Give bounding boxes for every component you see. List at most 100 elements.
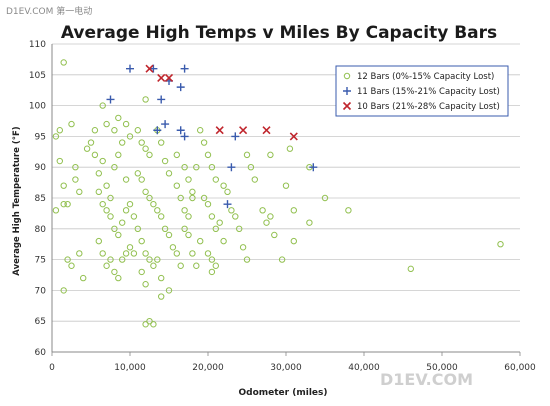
data-marks [52,59,504,328]
x-tick-label: 10,000 [114,363,146,373]
x-tick-label: 30,000 [270,363,302,373]
point-12-bars [150,262,157,269]
legend-marker [343,87,351,95]
point-12-bars [306,219,313,226]
point-12-bars [119,256,126,263]
point-12-bars [142,96,149,103]
point-12-bars [103,262,110,269]
point-12-bars [200,139,208,146]
point-12-bars [107,256,114,263]
point-12-bars [138,237,145,245]
point-12-bars [161,225,169,233]
axes [51,44,521,356]
point-12-bars [146,194,153,202]
point-12-bars [64,200,71,208]
point-12-bars [185,231,192,239]
point-12-bars [247,164,255,171]
point-12-bars [95,170,103,177]
point-12-bars [107,194,114,202]
point-12-bars [52,133,60,140]
point-12-bars [115,114,122,122]
point-12-bars [158,139,165,146]
y-axis-label: Average High Temperature (°F) [12,126,22,275]
point-12-bars [150,200,157,208]
point-12-bars [208,213,216,220]
point-12-bars [52,207,60,214]
x-tick-label: 20,000 [192,363,224,373]
point-12-bars [91,127,99,134]
point-12-bars [165,170,173,177]
point-12-bars [208,256,216,263]
point-12-bars [103,182,110,189]
point-11-bars [157,95,166,104]
point-12-bars [321,194,329,202]
point-12-bars [259,207,266,214]
point-12-bars [99,157,106,165]
point-12-bars [95,188,103,196]
point-12-bars [87,139,95,146]
point-12-bars [236,225,243,233]
point-12-bars [111,225,118,233]
point-10-bars [164,73,174,82]
point-12-bars [181,225,188,233]
point-12-bars [60,59,67,66]
point-12-bars [185,213,192,220]
point-12-bars [189,188,196,196]
point-12-bars [189,194,196,202]
point-12-bars [146,151,153,159]
point-12-bars [68,120,75,128]
point-10-bars [145,64,154,73]
point-12-bars [64,256,71,263]
point-12-bars [173,250,181,257]
point-12-bars [204,200,212,208]
point-12-bars [278,256,286,263]
point-12-bars [220,182,227,189]
point-11-bars [176,126,185,135]
point-12-bars [243,151,251,159]
y-tick-label: 90 [35,163,47,173]
legend-label: 12 Bars (0%-15% Capacity Lost) [357,72,494,82]
y-tick-label: 60 [35,348,47,358]
point-12-bars [208,268,216,276]
point-12-bars [243,256,251,263]
point-12-bars [267,213,274,220]
point-12-bars [142,321,149,328]
point-12-bars [130,250,138,257]
point-12-bars [158,274,165,282]
point-12-bars [204,151,212,159]
x-axis-label: Odometer (miles) [239,388,328,398]
point-12-bars [111,164,118,171]
point-11-bars [223,200,232,209]
point-10-bars [157,73,166,82]
point-10-bars [239,126,248,135]
point-12-bars [60,200,67,208]
point-12-bars [158,213,165,220]
y-tick-label: 75 [35,256,46,266]
point-12-bars [177,194,184,202]
point-12-bars [76,250,83,257]
point-12-bars [232,213,239,220]
point-11-bars [231,132,240,141]
point-11-bars [153,126,162,135]
point-12-bars [165,231,173,239]
point-12-bars [146,318,153,325]
point-12-bars [204,250,212,257]
point-12-bars [95,237,103,245]
point-12-bars [407,265,414,273]
y-tick-label: 65 [35,317,46,327]
point-12-bars [212,262,220,269]
point-12-bars [103,120,110,128]
point-12-bars [111,268,118,276]
point-12-bars [169,244,177,251]
point-12-bars [345,207,352,214]
point-12-bars [228,207,235,214]
point-12-bars [138,176,145,183]
point-12-bars [122,176,130,183]
point-12-bars [134,127,142,134]
tick-labels: 60 65 70 75 80 85 90 95 100 105 110 0 10,000 20,000 30… [29,40,536,373]
y-tick-label: 70 [35,286,47,296]
point-11-bars [126,64,134,73]
point-12-bars [161,157,169,165]
point-12-bars [220,237,227,245]
